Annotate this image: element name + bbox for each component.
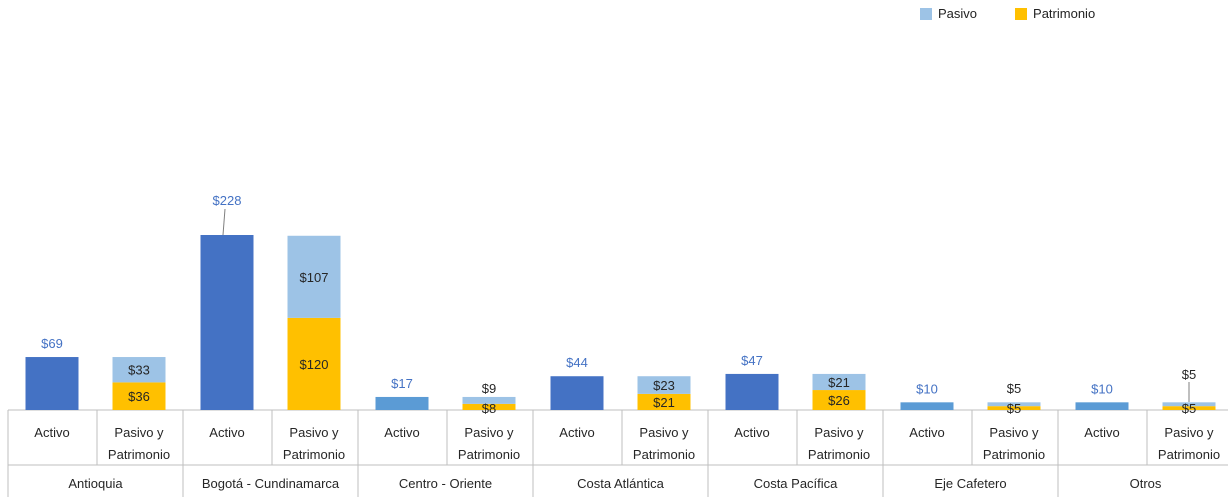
data-label-patrimonio-region-2: $8 <box>482 401 496 416</box>
x-tick-pasivo-line1-region-3: Pasivo y <box>639 425 689 440</box>
data-label-patrimonio-region-4: $26 <box>828 393 850 408</box>
bar-activo-region-0 <box>25 357 79 410</box>
bar-activo-region-6 <box>1075 402 1129 410</box>
leader-line-activo-region-1 <box>222 208 226 236</box>
x-tick-pasivo-line2-region-2: Patrimonio <box>458 447 520 462</box>
x-group-label-region-0: Antioquia <box>68 476 123 491</box>
legend-item-patrimonio: Patrimonio <box>1015 6 1095 21</box>
x-tick-pasivo-line2-region-1: Patrimonio <box>283 447 345 462</box>
x-tick-pasivo-line1-region-5: Pasivo y <box>989 425 1039 440</box>
x-tick-activo-region-1: Activo <box>209 425 244 440</box>
bar-pasivo-region-3 <box>637 376 691 394</box>
bar-activo-region-1 <box>200 235 254 410</box>
bar-activo-region-2 <box>375 396 429 410</box>
x-group-label-region-4: Costa Pacífica <box>754 476 839 491</box>
bar-patrimonio-region-2 <box>462 403 516 410</box>
x-tick-pasivo-line2-region-3: Patrimonio <box>633 447 695 462</box>
bar-activo-region-4 <box>725 373 779 410</box>
x-group-label-region-5: Eje Cafetero <box>934 476 1006 491</box>
data-label-pasivo-region-3: $23 <box>653 378 675 393</box>
legend: Pasivo Patrimonio <box>920 6 1095 21</box>
bar-patrimonio-region-4 <box>812 390 866 410</box>
x-group-label-region-2: Centro - Oriente <box>399 476 492 491</box>
x-tick-pasivo-line1-region-0: Pasivo y <box>114 425 164 440</box>
x-tick-pasivo-line1-region-4: Pasivo y <box>814 425 864 440</box>
data-label-patrimonio-region-3: $21 <box>653 395 675 410</box>
data-label-patrimonio-region-1: $120 <box>300 357 329 372</box>
x-tick-activo-region-6: Activo <box>1084 425 1119 440</box>
data-label-patrimonio-region-5: $5 <box>1007 401 1021 416</box>
data-label-pasivo-region-2: $9 <box>482 381 496 396</box>
data-label-activo-region-1: $228 <box>213 193 242 208</box>
x-group-label-region-6: Otros <box>1130 476 1162 491</box>
data-label-pasivo-region-6: $5 <box>1182 367 1196 382</box>
data-label-activo-region-0: $69 <box>41 336 63 351</box>
x-tick-pasivo-line1-region-2: Pasivo y <box>464 425 514 440</box>
data-label-pasivo-region-0: $33 <box>128 363 150 378</box>
x-tick-pasivo-line1-region-1: Pasivo y <box>289 425 339 440</box>
data-label-activo-region-4: $47 <box>741 353 763 368</box>
legend-swatch-patrimonio <box>1015 7 1028 20</box>
x-tick-pasivo-line2-region-5: Patrimonio <box>983 447 1045 462</box>
bar-activo-region-3 <box>550 376 604 410</box>
data-label-patrimonio-region-6: $5 <box>1182 401 1196 416</box>
legend-item-pasivo: Pasivo <box>920 6 977 21</box>
x-tick-activo-region-2: Activo <box>384 425 419 440</box>
data-label-pasivo-region-4: $21 <box>828 375 850 390</box>
x-tick-activo-region-0: Activo <box>34 425 69 440</box>
data-label-pasivo-region-5: $5 <box>1007 381 1021 396</box>
bar-pasivo-region-5 <box>987 402 1041 407</box>
data-label-pasivo-region-1: $107 <box>300 270 329 285</box>
x-tick-pasivo-line2-region-4: Patrimonio <box>808 447 870 462</box>
data-label-patrimonio-region-0: $36 <box>128 389 150 404</box>
bar-pasivo-region-1 <box>287 235 341 318</box>
x-tick-activo-region-3: Activo <box>559 425 594 440</box>
bar-pasivo-region-2 <box>462 396 516 404</box>
bar-patrimonio-region-1 <box>287 317 341 410</box>
bar-patrimonio-region-5 <box>987 406 1041 410</box>
bar-patrimonio-region-6 <box>1162 406 1216 410</box>
x-tick-pasivo-line2-region-0: Patrimonio <box>108 447 170 462</box>
bar-pasivo-region-0 <box>112 357 166 383</box>
legend-label-pasivo: Pasivo <box>938 6 978 21</box>
bar-activo-region-5 <box>900 402 954 410</box>
data-label-activo-region-6: $10 <box>1091 381 1113 396</box>
x-group-label-region-3: Costa Atlántica <box>577 476 664 491</box>
x-tick-activo-region-5: Activo <box>909 425 944 440</box>
x-group-label-region-1: Bogotá - Cundinamarca <box>202 476 340 491</box>
x-tick-pasivo-line1-region-6: Pasivo y <box>1164 425 1214 440</box>
x-tick-activo-region-4: Activo <box>734 425 769 440</box>
bar-patrimonio-region-0 <box>112 382 166 410</box>
legend-swatch-pasivo <box>920 7 932 20</box>
data-label-activo-region-2: $17 <box>391 376 413 391</box>
bar-patrimonio-region-3 <box>637 393 691 410</box>
legend-label-patrimonio: Patrimonio <box>1033 6 1096 21</box>
bar-pasivo-region-6 <box>1162 402 1216 407</box>
data-label-activo-region-5: $10 <box>916 381 938 396</box>
x-tick-pasivo-line2-region-6: Patrimonio <box>1158 447 1220 462</box>
data-label-activo-region-3: $44 <box>566 355 588 370</box>
bar-pasivo-region-4 <box>812 373 866 391</box>
